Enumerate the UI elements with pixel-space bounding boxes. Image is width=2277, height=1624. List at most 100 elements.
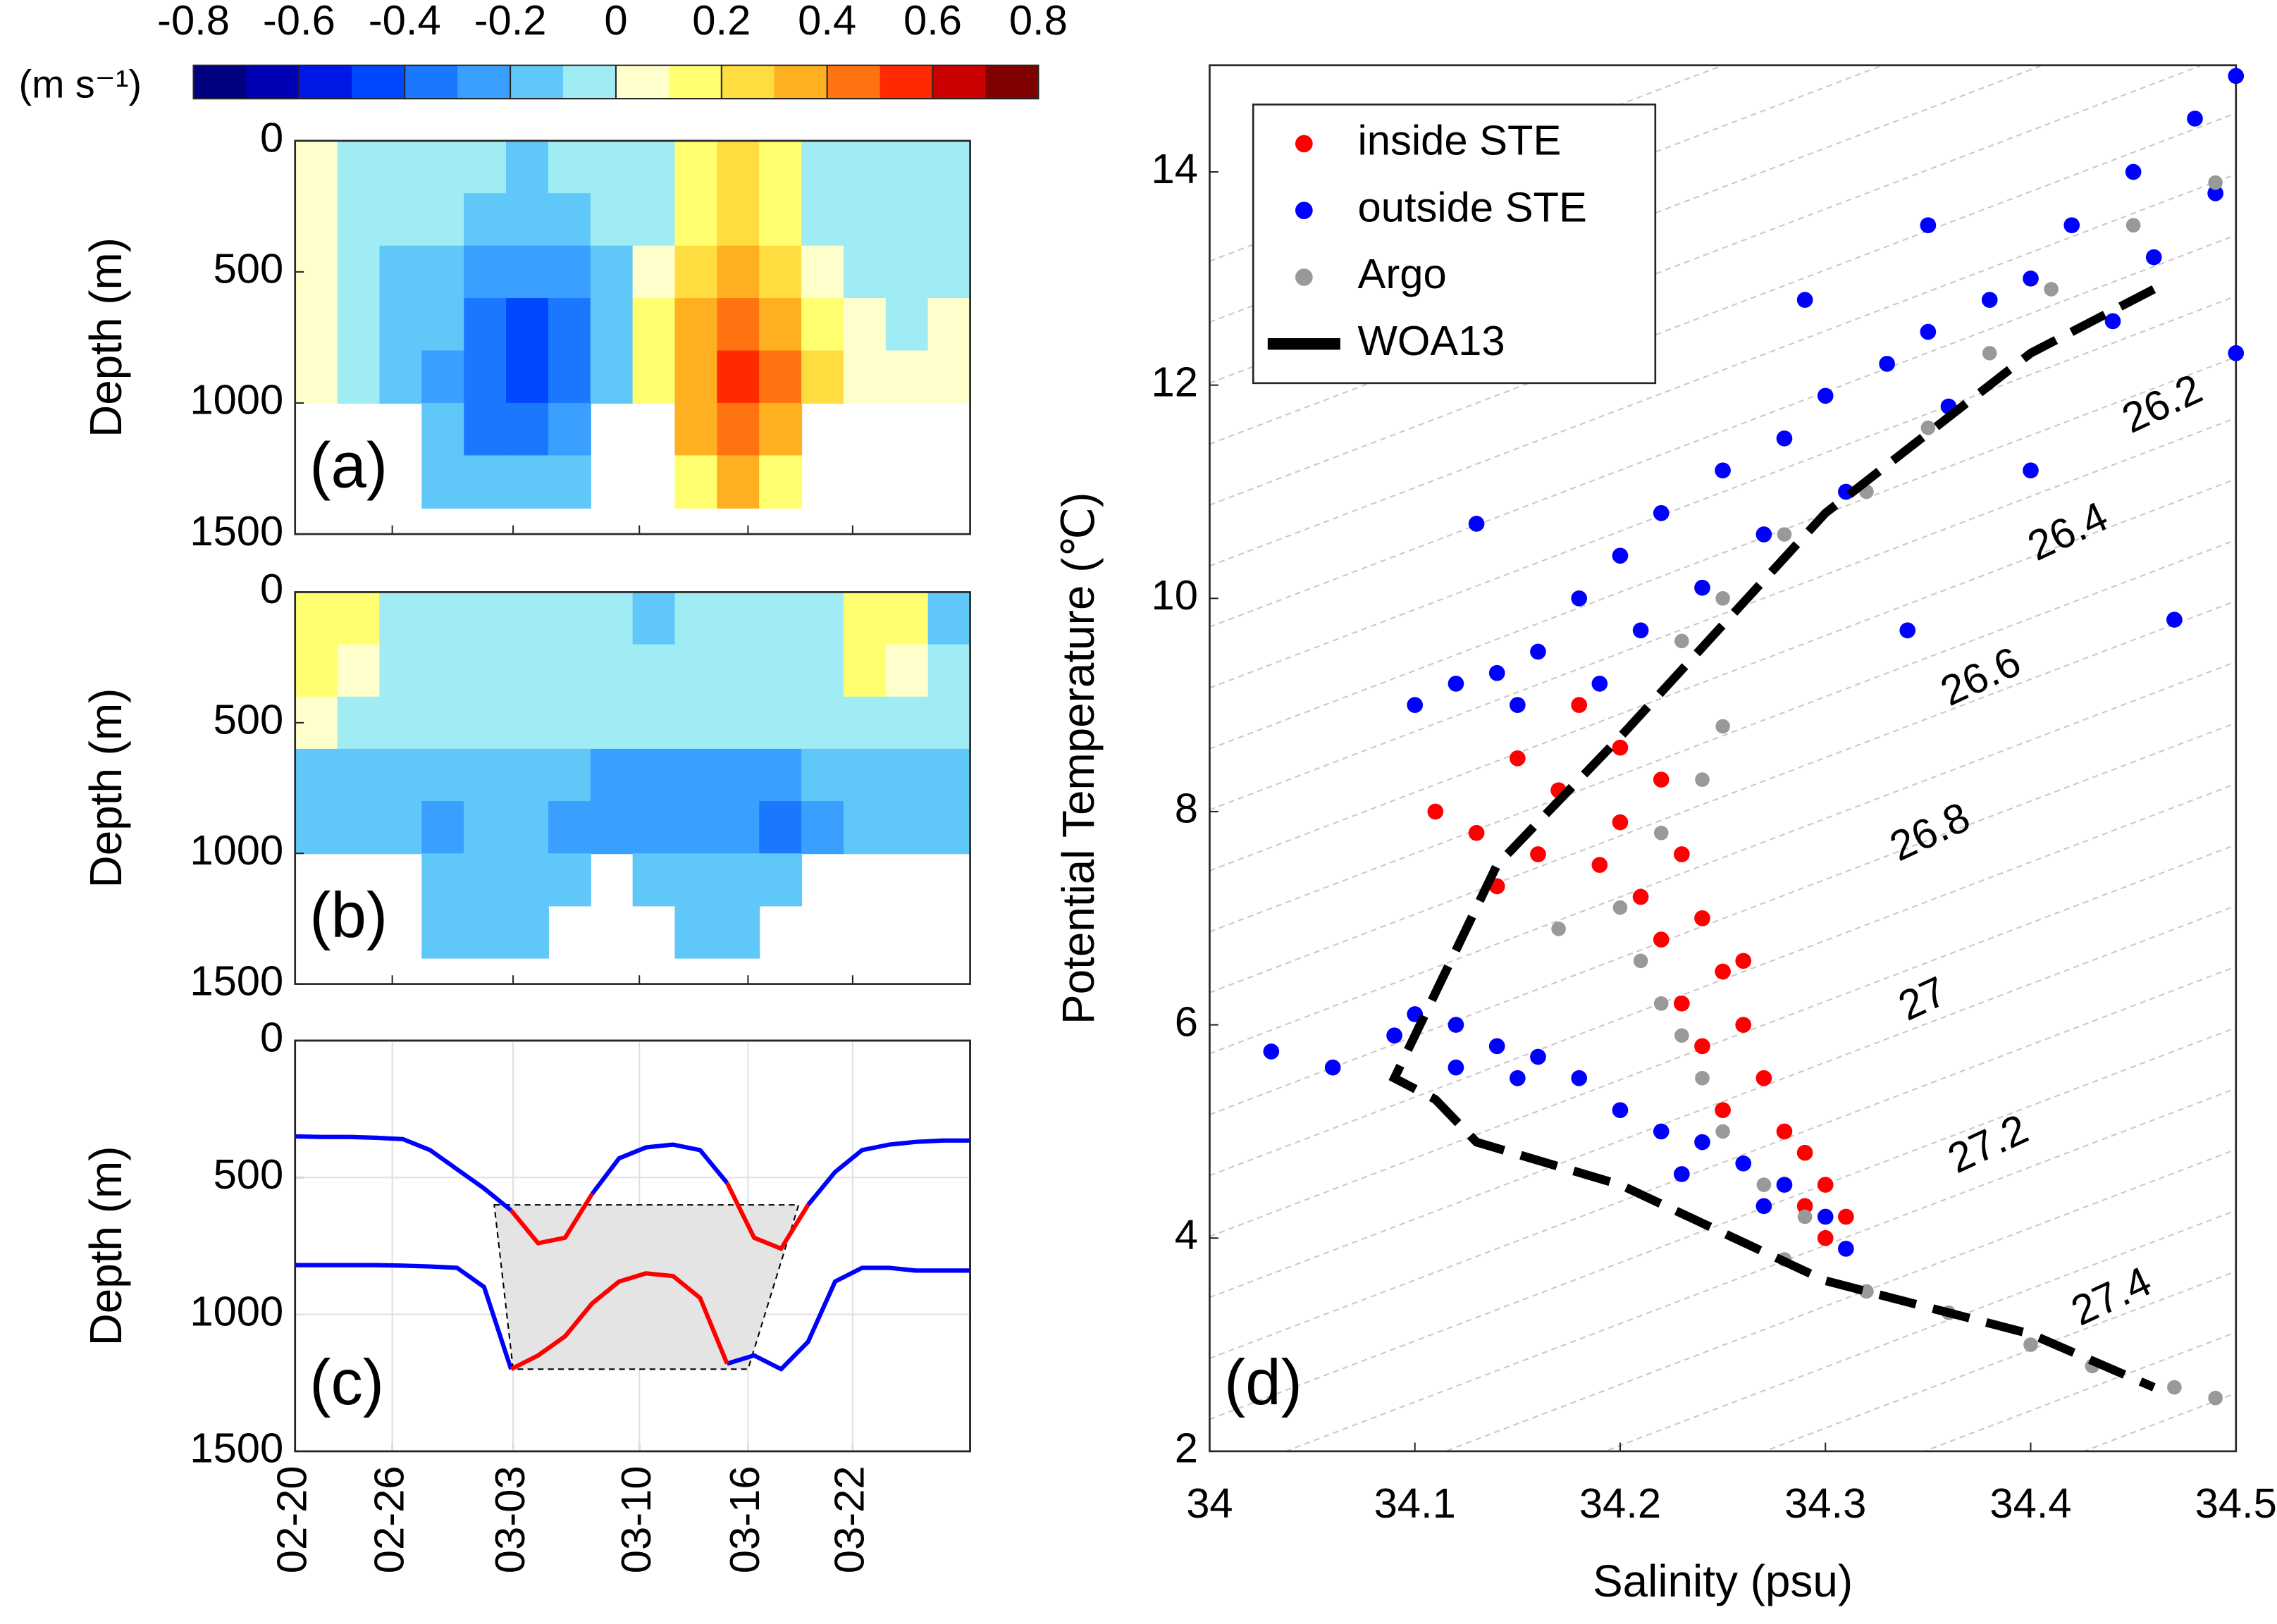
heatmap-cell — [506, 905, 549, 959]
scatter-point — [1653, 1123, 1670, 1140]
heatmap-cell — [927, 748, 971, 802]
scatter-point — [1694, 579, 1710, 596]
scatter-point — [1838, 1208, 1854, 1225]
heatmap-cell — [590, 748, 634, 802]
scatter-point — [1653, 825, 1669, 841]
scatter-point — [1571, 697, 1588, 713]
heatmap-cell — [421, 905, 465, 959]
heatmap-cell — [759, 350, 803, 404]
heatmap-cell — [674, 801, 718, 855]
heatmap-cell — [548, 140, 591, 194]
y-tick-label: 1500 — [190, 1425, 283, 1472]
scatter-point — [1612, 547, 1629, 564]
heatmap-cell — [464, 644, 507, 698]
heatmap-cell — [717, 140, 760, 194]
series-line — [295, 1263, 970, 1372]
heatmap-cell — [674, 696, 718, 750]
heatmap-cell — [759, 748, 803, 802]
scatter-point — [1633, 953, 1648, 969]
heatmap-cell — [885, 298, 929, 352]
heatmap-cell — [379, 350, 423, 404]
heatmap-cell — [379, 748, 423, 802]
y-tick-label: 500 — [214, 245, 284, 292]
heatmap-cell — [421, 455, 465, 509]
plot-frame — [1209, 64, 2238, 1453]
scatter-point — [1796, 1144, 1813, 1161]
heatmap-cell — [674, 402, 718, 457]
heatmap-cell — [464, 748, 507, 802]
heatmap-cell — [801, 748, 844, 802]
heatmap-cell — [295, 801, 338, 855]
heatmap-cell — [759, 193, 803, 247]
heatmap-cell — [759, 644, 803, 698]
y-axis-label: Depth (m) — [80, 237, 131, 438]
x-tick-label: 34.5 — [2195, 1480, 2277, 1527]
scatter-point — [1591, 857, 1608, 873]
heatmap-cell — [506, 853, 549, 907]
panel-label: (a) — [309, 430, 388, 501]
scatter-point — [1695, 772, 1710, 787]
heatmap-cell — [506, 592, 549, 645]
scatter-point — [2023, 1337, 2038, 1352]
heatmap-cell — [927, 245, 971, 299]
legend-label: outside STE — [1358, 183, 1587, 230]
heatmap-cell — [759, 140, 803, 194]
colorbar-tick-label: 0.6 — [903, 0, 962, 44]
heatmap-cell — [801, 644, 844, 698]
heatmap-cell — [674, 905, 718, 959]
scatter-point — [1488, 1038, 1505, 1055]
x-tick-label: 34.3 — [1784, 1480, 1866, 1527]
scatter-point — [1776, 1123, 1793, 1140]
colorbar-tick-label: -0.4 — [369, 0, 441, 44]
heatmap-cell — [843, 801, 887, 855]
y-tick-label: 500 — [214, 696, 284, 743]
heatmap-cell — [464, 350, 507, 404]
x-axis-label: Salinity (psu) — [1593, 1556, 1853, 1606]
heatmap-cell — [337, 801, 381, 855]
scatter-point — [1735, 953, 1752, 969]
colorbar-tick-label: -0.6 — [263, 0, 335, 44]
heatmap-cell — [759, 298, 803, 352]
scatter-point — [1776, 1177, 1793, 1193]
series-line — [509, 1182, 810, 1251]
y-axis-label: Depth (m) — [80, 688, 131, 888]
scatter-point — [2125, 163, 2142, 180]
x-tick-label: 03-22 — [826, 1465, 873, 1573]
scatter-point — [1653, 771, 1670, 788]
heatmap-cell — [464, 696, 507, 750]
colorbar-cell — [563, 65, 617, 99]
heatmap-cell — [632, 245, 676, 299]
y-tick-label: 2 — [1175, 1425, 1198, 1472]
scatter-point — [2166, 612, 2183, 628]
scatter-point — [2207, 185, 2223, 202]
heatmap-cell — [548, 350, 591, 404]
scatter-point — [1612, 1102, 1629, 1118]
scatter-point — [2167, 1380, 2182, 1395]
scatter-point — [1776, 430, 1793, 447]
heatmap-cell — [379, 696, 423, 750]
heatmap-cell — [590, 350, 634, 404]
heatmap-cell — [337, 748, 381, 802]
heatmap-cell — [885, 801, 929, 855]
scatter-point — [2125, 218, 2141, 233]
scatter-point — [1838, 1241, 1854, 1257]
scatter-point — [1674, 633, 1689, 649]
scatter-point — [1674, 1028, 1689, 1043]
scatter-point — [1899, 622, 1916, 639]
scatter-point — [2228, 68, 2245, 85]
legend-label: inside STE — [1358, 117, 1562, 164]
y-axis-label: Potential Temperature (℃) — [1053, 492, 1104, 1024]
legend-box — [1252, 103, 1657, 385]
isopycnal-line — [1922, 1332, 2236, 1451]
heatmap-cell — [927, 801, 971, 855]
isopycnal-line — [1763, 1270, 2236, 1451]
heatmap-cell — [927, 193, 971, 247]
scatter-point — [2187, 111, 2203, 127]
isopycnal-line — [1209, 417, 2236, 811]
colorbar-tick-label: -0.2 — [474, 0, 547, 44]
scatter-point — [1674, 1166, 1690, 1182]
colorbar-tick-label: 0.4 — [798, 0, 856, 44]
isopycnal-line — [1209, 234, 2236, 628]
heatmap-cell — [337, 644, 381, 698]
heatmap-cell — [464, 801, 507, 855]
